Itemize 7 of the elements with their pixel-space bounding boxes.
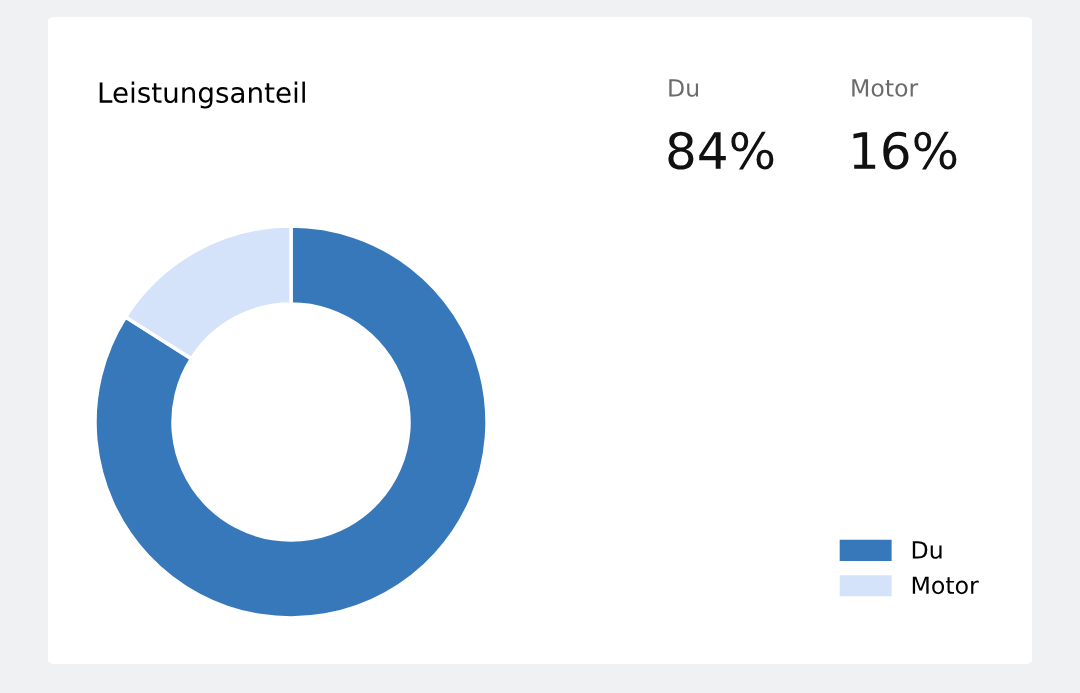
text: 16% <box>853 131 957 170</box>
chart-title: Leistungsanteil <box>99 81 305 109</box>
category-label: Du <box>669 79 698 97</box>
legend-label: Motor <box>912 576 979 595</box>
text: 84% <box>668 131 774 170</box>
legend-label: Du <box>912 541 942 559</box>
category-label: Motor <box>852 79 919 97</box>
